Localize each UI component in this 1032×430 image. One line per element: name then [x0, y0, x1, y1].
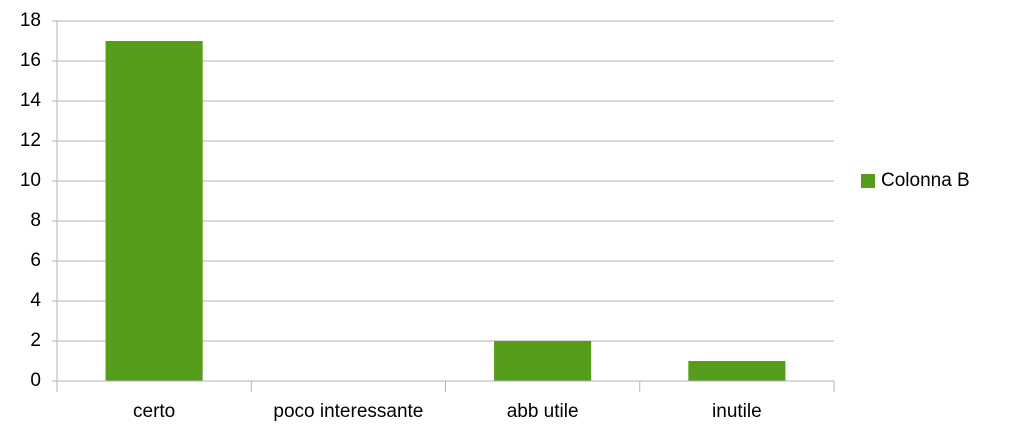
y-tick-label: 10 [20, 170, 41, 191]
y-tick-label: 12 [20, 130, 41, 151]
legend-label: Colonna B [881, 170, 970, 191]
x-tick-label: certo [133, 401, 175, 422]
bar [494, 341, 592, 381]
bar [688, 361, 786, 381]
y-tick-label: 2 [30, 330, 41, 351]
x-tick-label: inutile [712, 401, 762, 422]
y-tick-label: 4 [30, 290, 41, 311]
y-tick-label: 18 [20, 10, 41, 31]
x-tick-label: poco interessante [273, 401, 423, 422]
x-tick-label: abb utile [507, 401, 579, 422]
bar [105, 41, 203, 381]
y-tick-label: 14 [20, 90, 42, 111]
y-tick-label: 8 [30, 210, 41, 231]
y-tick-label: 16 [20, 50, 41, 71]
y-tick-label: 6 [30, 250, 41, 271]
y-tick-label: 0 [30, 370, 41, 391]
legend-swatch [861, 174, 875, 188]
